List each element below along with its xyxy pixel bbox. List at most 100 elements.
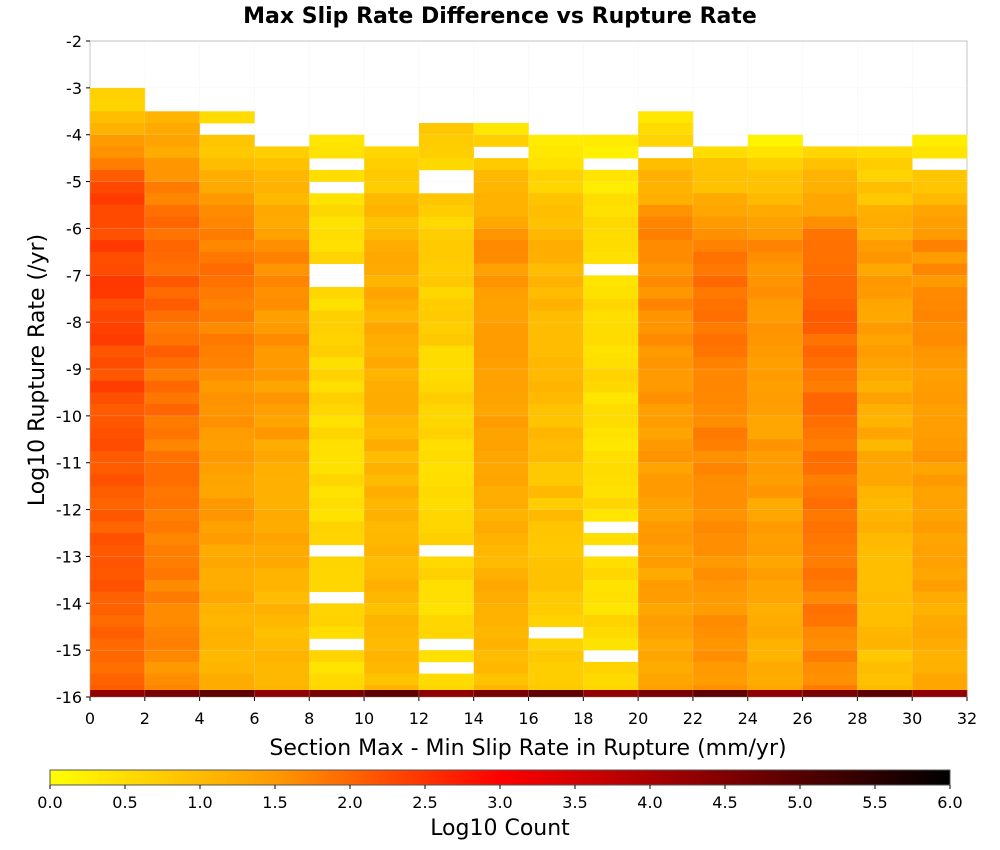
heatmap-cell (747, 380, 803, 393)
heatmap-cell (309, 298, 365, 311)
heatmap-cell (638, 298, 694, 311)
heatmap-cell (857, 497, 913, 510)
heatmap-cell (528, 497, 584, 510)
heatmap-cell (254, 205, 310, 218)
heatmap-cell (473, 439, 529, 452)
heatmap-cell (528, 181, 584, 194)
heatmap-cell (583, 240, 639, 253)
heatmap-cell (692, 521, 749, 534)
heatmap-cell (528, 568, 584, 581)
heatmap-cell (747, 439, 803, 452)
heatmap-cell (857, 533, 913, 546)
heatmap-cell (912, 486, 968, 499)
heatmap-cell (583, 415, 639, 428)
heatmap-cell (747, 544, 803, 557)
heatmap-cell (583, 427, 639, 440)
heatmap-cell (199, 228, 255, 241)
heatmap-cell (692, 673, 749, 686)
heatmap-cell (144, 287, 200, 300)
heatmap-cell (364, 287, 420, 300)
heatmap-cell (254, 603, 310, 616)
heatmap-cell (90, 404, 146, 417)
grid-lines (89, 40, 968, 698)
heatmap-cell (144, 626, 200, 639)
heatmap-cell (199, 474, 255, 487)
y-tick-label: -4 (66, 126, 82, 145)
heatmap-cell (90, 533, 146, 546)
colorbar (49, 769, 951, 786)
heatmap-cell (583, 251, 639, 264)
heatmap-cell (90, 661, 146, 674)
heatmap-cell (583, 451, 639, 464)
heatmap-cell (144, 404, 200, 417)
heatmap-cell (802, 451, 858, 464)
heatmap-cell (199, 193, 255, 206)
heatmap-cell (912, 579, 968, 592)
heatmap-cell (692, 251, 749, 264)
heatmap-cell (144, 251, 200, 264)
heatmap-cell (364, 568, 420, 581)
heatmap-cell (692, 263, 749, 276)
heatmap-cell (747, 661, 803, 674)
heatmap-cell (802, 392, 858, 405)
heatmap-cell (583, 216, 639, 229)
heatmap-cell (254, 146, 310, 159)
heatmap-cell (857, 626, 913, 639)
heatmap-cell (144, 380, 200, 393)
heatmap-cell (199, 392, 255, 405)
heatmap-cell (418, 404, 475, 417)
heatmap-cell (199, 568, 255, 581)
heatmap-cell (692, 146, 749, 159)
heatmap-cell (912, 333, 968, 346)
heatmap-cell (747, 181, 803, 194)
heatmap-cell (583, 193, 639, 206)
heatmap-cell (418, 626, 475, 639)
heatmap-cell (912, 591, 968, 604)
heatmap-cell (144, 228, 200, 241)
heatmap-cell (747, 650, 803, 663)
heatmap-cell (692, 216, 749, 229)
colorbar-tick-label: 3.0 (487, 793, 512, 812)
heatmap-cell (857, 357, 913, 370)
heatmap-cell (747, 158, 803, 171)
heatmap-cell (309, 287, 365, 300)
heatmap-cell (473, 673, 529, 686)
heatmap-cell (309, 310, 365, 323)
heatmap-cell (473, 123, 529, 136)
heatmap-cell (144, 123, 200, 136)
x-tick-label: 10 (354, 709, 374, 728)
heatmap-cell (528, 380, 584, 393)
heatmap-cell (418, 228, 475, 241)
heatmap-cell (90, 158, 146, 171)
heatmap-cell (638, 380, 694, 393)
heatmap-cell (418, 275, 475, 288)
heatmap-cell (90, 369, 146, 382)
heatmap-cell (802, 369, 858, 382)
heatmap-cell (364, 322, 420, 335)
x-tick-label: 28 (847, 709, 867, 728)
heatmap-cell (144, 240, 200, 253)
heatmap-cell (912, 216, 968, 229)
heatmap-cell (912, 310, 968, 323)
heatmap-cell (747, 497, 803, 510)
heatmap-cell (199, 451, 255, 464)
heatmap-cell (857, 193, 913, 206)
heatmap-cell (90, 544, 146, 557)
heatmap-cell (473, 251, 529, 264)
heatmap-cell (199, 650, 255, 663)
heatmap-cell (692, 345, 749, 358)
heatmap-cell (528, 357, 584, 370)
heatmap-cell (364, 603, 420, 616)
heatmap-cell (528, 591, 584, 604)
heatmap-cell (473, 369, 529, 382)
heatmap-cell (747, 216, 803, 229)
heatmap-cell (747, 310, 803, 323)
heatmap-cell (747, 533, 803, 546)
heatmap-cell (418, 603, 475, 616)
heatmap-cell (144, 685, 200, 690)
heatmap-cell (528, 603, 584, 616)
min-rate-band-cell (528, 690, 584, 697)
heatmap-cell (90, 439, 146, 452)
heatmap-cell (802, 497, 858, 510)
heatmap-cell (199, 544, 255, 557)
